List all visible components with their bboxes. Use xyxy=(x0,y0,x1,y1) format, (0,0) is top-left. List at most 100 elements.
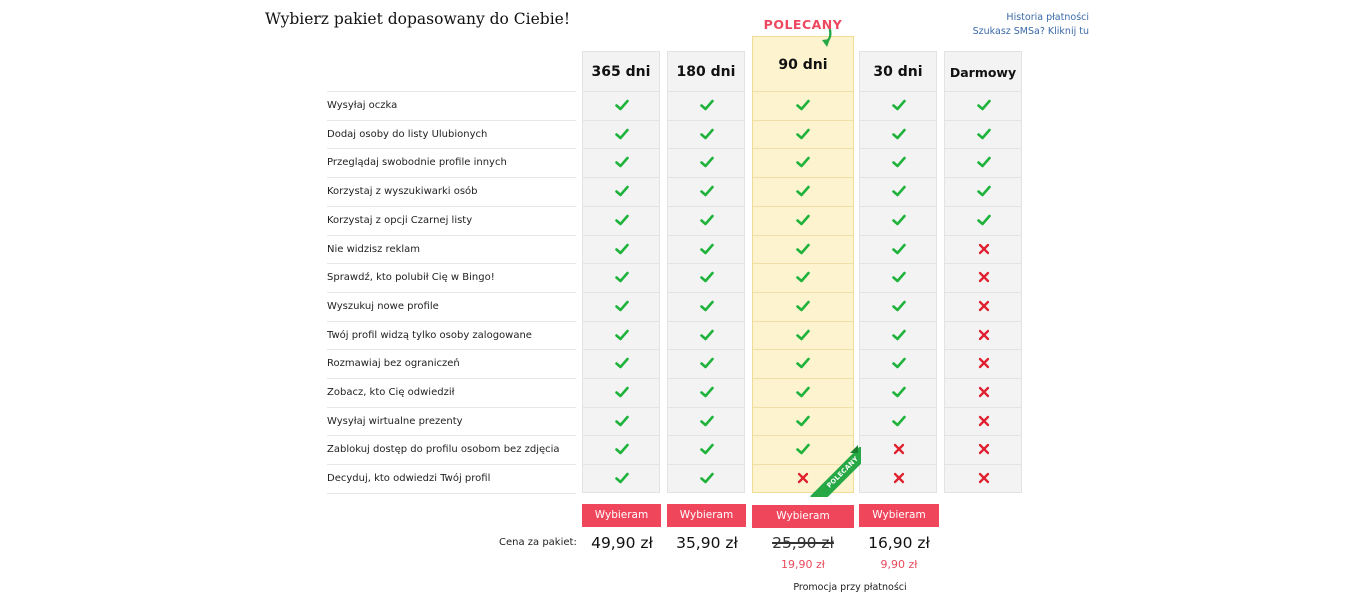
cell-divider xyxy=(668,148,744,150)
check-icon xyxy=(796,128,810,139)
cell-divider xyxy=(668,406,744,408)
price-90-old: 25,90 zł xyxy=(772,534,834,552)
feature-label: Korzystaj z opcji Czarnej listy xyxy=(327,214,473,226)
row-divider xyxy=(327,349,576,351)
cell-divider xyxy=(860,263,936,265)
ribbon-fold xyxy=(850,445,858,453)
check-icon xyxy=(796,386,810,398)
check-icon xyxy=(796,300,810,312)
cell-divider xyxy=(860,91,936,92)
cell-divider xyxy=(583,320,659,322)
select-plan-30-button[interactable]: Wybieram xyxy=(859,504,939,527)
plan-name-365: 365 dni xyxy=(591,64,651,80)
cell-divider xyxy=(668,263,744,265)
cell-divider xyxy=(945,378,1021,379)
cross-icon xyxy=(978,415,990,426)
check-icon xyxy=(892,300,906,312)
feature-label: Zablokuj dostęp do profilu osobom bez zd… xyxy=(327,444,560,456)
cell-divider xyxy=(583,119,659,121)
check-icon xyxy=(700,128,714,139)
cell-divider xyxy=(945,349,1021,351)
check-icon xyxy=(700,300,714,312)
cross-icon xyxy=(797,472,809,484)
cross-icon xyxy=(893,444,905,455)
cell-divider xyxy=(753,177,853,179)
sms-link[interactable]: Szukasz SMSa? Kliknij tu xyxy=(972,26,1089,37)
select-plan-365-button[interactable]: Wybieram xyxy=(582,504,661,527)
cell-divider xyxy=(753,349,853,351)
cell-divider xyxy=(583,464,659,466)
cell-divider xyxy=(753,91,853,92)
plan-name-180: 180 dni xyxy=(676,64,736,80)
select-plan-90-button[interactable]: Wybieram xyxy=(752,505,854,528)
cell-divider xyxy=(860,320,936,322)
cell-divider xyxy=(945,291,1021,293)
check-icon xyxy=(615,214,629,226)
cell-divider xyxy=(668,119,744,121)
check-icon xyxy=(615,128,629,139)
cell-divider xyxy=(860,205,936,207)
promo-note: Promocja przy płatności xyxy=(793,582,907,593)
cell-divider xyxy=(860,148,936,150)
row-divider xyxy=(327,291,576,293)
check-icon xyxy=(892,243,906,254)
cell-divider xyxy=(945,119,1021,121)
cell-divider xyxy=(668,378,744,379)
cell-divider xyxy=(860,119,936,121)
check-icon xyxy=(796,415,810,426)
cell-divider xyxy=(945,91,1021,92)
plan-name-free: Darmowy xyxy=(949,65,1017,80)
cell-divider xyxy=(583,263,659,265)
check-icon xyxy=(700,472,714,484)
check-icon xyxy=(615,157,629,168)
check-icon xyxy=(700,386,714,398)
check-icon xyxy=(892,214,906,226)
cell-divider xyxy=(668,177,744,179)
check-icon xyxy=(700,415,714,426)
feature-label: Twój profil widzą tylko osoby zalogowane xyxy=(327,329,532,341)
check-icon xyxy=(796,444,810,455)
cell-divider xyxy=(753,263,853,265)
cell-divider xyxy=(583,291,659,293)
row-divider xyxy=(327,406,576,408)
check-icon xyxy=(796,185,810,197)
price-30-promo: 9,90 zł xyxy=(880,558,918,571)
cell-divider xyxy=(668,291,744,293)
row-divider xyxy=(327,119,576,121)
curved-arrow-icon xyxy=(822,29,832,47)
feature-label: Rozmawiaj bez ograniczeń xyxy=(327,358,460,370)
cell-divider xyxy=(945,263,1021,265)
check-icon xyxy=(615,472,629,484)
cell-divider xyxy=(860,177,936,179)
check-icon xyxy=(615,329,629,340)
select-plan-180-button[interactable]: Wybieram xyxy=(667,504,746,527)
cell-divider xyxy=(945,464,1021,466)
recommended-ribbon: POLECANY xyxy=(805,447,861,497)
cell-divider xyxy=(668,234,744,236)
check-icon xyxy=(796,214,810,226)
row-divider xyxy=(327,148,576,150)
check-icon xyxy=(615,243,629,254)
check-icon xyxy=(700,157,714,168)
cell-divider xyxy=(753,234,853,236)
row-divider xyxy=(327,234,576,236)
row-divider xyxy=(327,435,576,437)
row-divider xyxy=(327,320,576,322)
feature-label: Decyduj, kto odwiedzi Twój profil xyxy=(327,473,491,485)
plan-name-30: 30 dni xyxy=(873,64,923,80)
plan-column-180 xyxy=(667,51,745,493)
feature-label: Wysyłaj oczka xyxy=(327,100,398,111)
cell-divider xyxy=(583,406,659,408)
cell-divider xyxy=(753,119,853,121)
check-icon xyxy=(700,243,714,254)
check-icon xyxy=(615,185,629,197)
cell-divider xyxy=(668,349,744,351)
cross-icon xyxy=(978,358,990,369)
page-title: Wybierz pakiet dopasowany do Ciebie! xyxy=(265,10,571,28)
row-divider xyxy=(327,263,576,265)
price-180: 35,90 zł xyxy=(676,534,738,552)
cell-divider xyxy=(945,148,1021,150)
cell-divider xyxy=(583,435,659,437)
row-divider xyxy=(327,464,576,466)
payment-history-link[interactable]: Historia płatności xyxy=(1006,12,1089,23)
